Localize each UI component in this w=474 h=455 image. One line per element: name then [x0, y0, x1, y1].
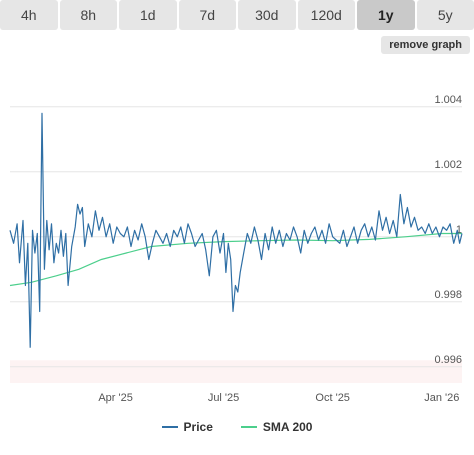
legend-label-sma-200: SMA 200: [262, 420, 313, 434]
y-tick-label: 1: [456, 224, 462, 236]
legend-swatch-sma-200: [240, 426, 257, 428]
price-chart: 0.996 0.998 1 1.002 1.004 Apr '25 Jul '25 Oct '…: [9, 94, 463, 404]
chart-legend: Price SMA 200: [0, 420, 474, 434]
tab-30d[interactable]: 30d: [238, 0, 296, 30]
legend-label-price: Price: [183, 420, 213, 434]
tab-5y[interactable]: 5y: [416, 0, 474, 30]
tab-8h[interactable]: 8h: [59, 0, 117, 30]
tab-4h[interactable]: 4h: [0, 0, 58, 30]
legend-swatch-price: [161, 426, 178, 428]
sma-200-line: [9, 232, 462, 287]
tab-7d[interactable]: 7d: [178, 0, 236, 30]
y-tick-label: 0.998: [434, 289, 462, 301]
x-tick-label: Jul '25: [208, 392, 239, 404]
price-line: [9, 112, 463, 348]
legend-item-price[interactable]: Price: [161, 420, 213, 434]
time-range-tabs: 4h 8h 1d 7d 30d 120d 1y 5y: [0, 0, 474, 30]
tab-1y[interactable]: 1y: [357, 0, 415, 30]
legend-item-sma-200[interactable]: SMA 200: [240, 420, 313, 434]
y-tick-label: 0.996: [434, 354, 462, 366]
x-tick-label: Jan '26: [424, 392, 459, 404]
plot-band: [10, 360, 462, 383]
y-tick-label: 1.004: [434, 94, 462, 106]
tab-1d[interactable]: 1d: [119, 0, 177, 30]
x-tick-label: Oct '25: [315, 392, 350, 404]
tab-120d[interactable]: 120d: [297, 0, 355, 30]
y-tick-label: 1.002: [434, 159, 462, 171]
remove-graph-button[interactable]: remove graph: [381, 36, 470, 54]
x-tick-label: Apr '25: [98, 392, 133, 404]
